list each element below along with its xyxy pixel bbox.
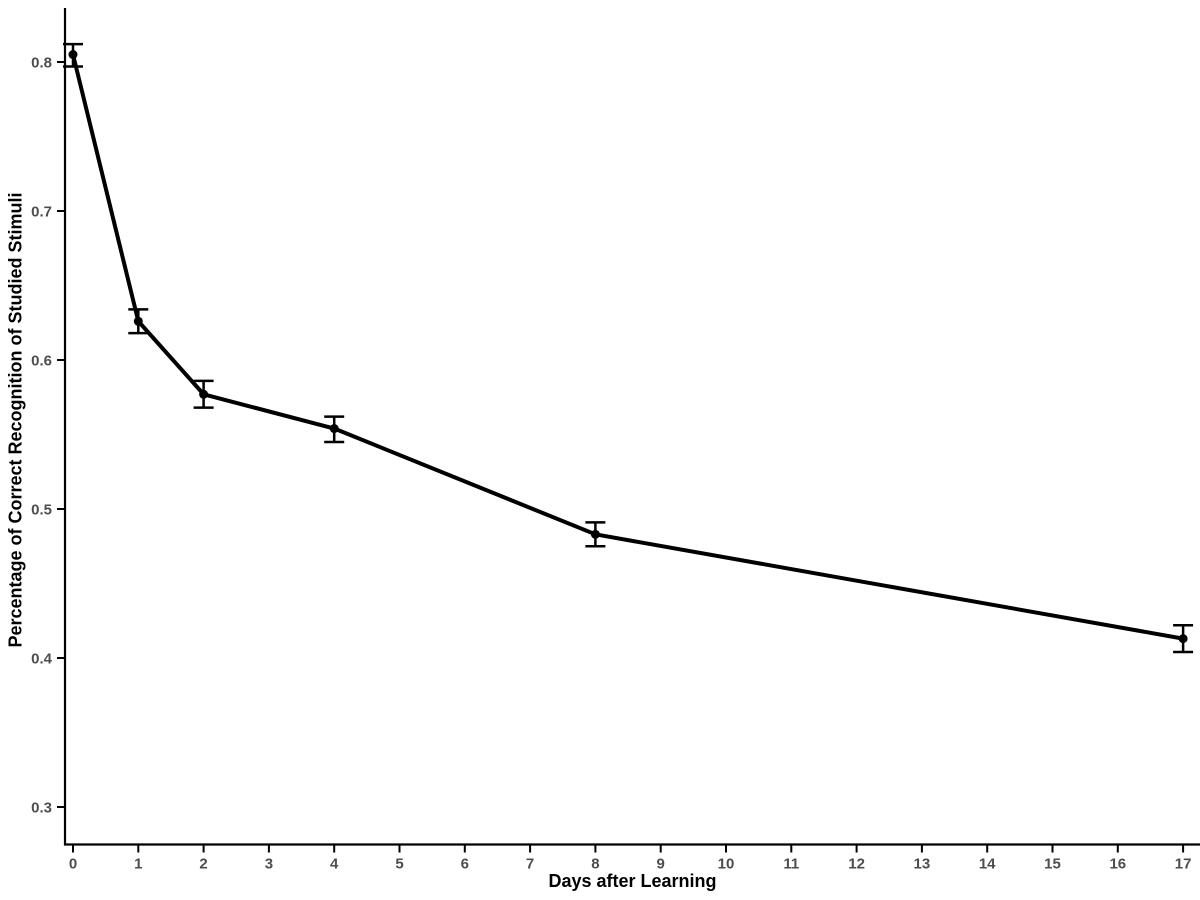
x-tick-label: 15 — [1044, 856, 1061, 873]
x-tick-label: 0 — [69, 856, 77, 873]
data-point — [199, 389, 209, 399]
data-point — [133, 316, 143, 326]
x-tick-label: 8 — [591, 856, 599, 873]
x-tick-label: 2 — [199, 856, 207, 873]
y-tick-label: 0.6 — [31, 353, 52, 370]
data-point — [68, 50, 78, 60]
data-point — [329, 424, 339, 434]
x-tick-label: 1 — [134, 856, 142, 873]
x-tick-label: 12 — [848, 856, 865, 873]
x-tick-label: 13 — [914, 856, 931, 873]
error-bars — [63, 42, 1194, 654]
y-tick-label: 0.7 — [31, 204, 52, 221]
data-points — [68, 50, 1188, 644]
y-axis-ticks: 0.3 0.4 0.5 0.6 0.7 0.8 — [31, 55, 65, 817]
y-tick-label: 0.3 — [31, 800, 52, 817]
data-point — [1178, 634, 1188, 644]
x-tick-label: 3 — [265, 856, 273, 873]
x-axis-ticks: 0 1 2 3 4 5 6 7 8 9 10 11 12 13 14 15 16 17 — [69, 844, 1192, 873]
x-axis-title: Days after Learning — [548, 871, 717, 891]
y-tick-label: 0.4 — [31, 651, 53, 668]
y-tick-label: 0.5 — [31, 502, 52, 519]
x-tick-label: 17 — [1175, 856, 1192, 873]
x-tick-label: 7 — [526, 856, 534, 873]
data-point — [590, 529, 600, 539]
x-tick-label: 14 — [979, 856, 996, 873]
axes — [63, 8, 1200, 846]
series-line — [71, 52, 1186, 641]
x-tick-label: 11 — [783, 856, 799, 873]
x-tick-label: 5 — [395, 856, 403, 873]
x-tick-label: 10 — [718, 856, 735, 873]
x-tick-label: 9 — [657, 856, 665, 873]
y-axis-title: Percentage of Correct Recognition of Stu… — [5, 192, 26, 648]
x-tick-label: 6 — [461, 856, 469, 873]
x-tick-label: 16 — [1109, 856, 1126, 873]
x-tick-label: 4 — [330, 856, 339, 873]
y-tick-label: 0.8 — [31, 55, 52, 72]
